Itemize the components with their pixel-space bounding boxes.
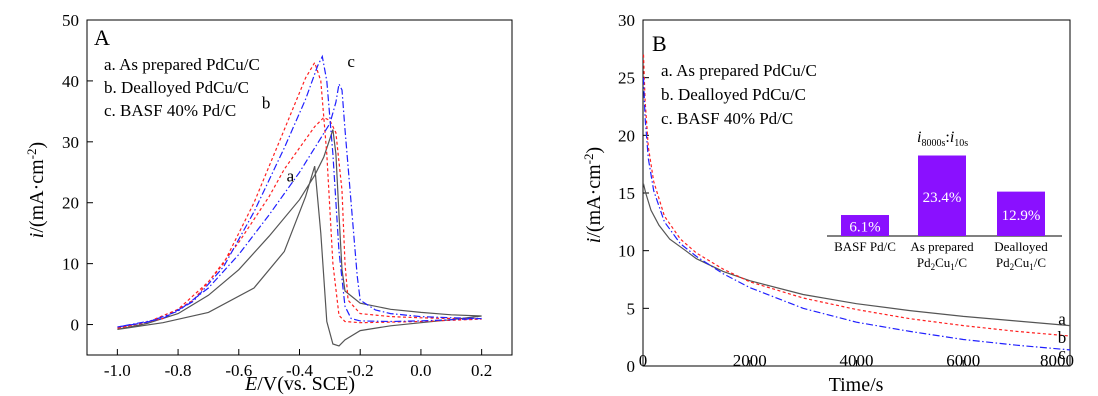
panel-a-x-tick-label-5: 0.0 [410,361,431,380]
panel-b-legend-entry-2: c. BASF 40% Pd/C [661,109,793,128]
panel-b-y-tick-label-5: 25 [618,69,635,88]
panel-b-ticks: 0 2000 4000 6000 8000 0 5 10 15 20 25 30 [618,11,1074,376]
panel-a-x-tick-label-6: 0.2 [471,361,492,380]
panel-b-series-a [642,183,1071,327]
panel-a-x-tick-label-4: -0.2 [347,361,374,380]
inset-title-part-3: i [950,129,954,146]
panel-b-y-tick-label-2: 10 [618,242,635,261]
inset-bar-2 [997,191,1045,236]
inset-formula-part-1-2: Cu [935,255,951,270]
panel-a-label: A [94,25,110,50]
panel-b-curve-labels: abc [1058,309,1067,363]
panel-a-curve-label-a: a [287,166,295,185]
inset-formula-part-2-2: Cu [1014,255,1030,270]
inset-bar-1 [918,155,966,236]
panel-b: 0 2000 4000 6000 8000 0 5 10 15 20 25 30 B a. As pr… [581,11,1075,396]
panel-b-legend-entry-1: b. Dealloyed PdCu/C [661,85,806,104]
inset-bar-chart: 6.1%BASF Pd/C23.4%As preparedPd2Cu1/C12.… [827,129,1062,272]
panel-b-legend: a. As prepared PdCu/C b. Dealloyed PdCu/C… [661,61,817,128]
panel-b-series-b [642,54,1071,337]
panel-a-series-c [117,54,482,328]
panel-b-y-tick-label-6: 30 [618,11,635,30]
panel-a-y-tick-label-4: 40 [62,72,79,91]
panel-a-x-tick-label-0: -1.0 [104,361,131,380]
panel-a-x-tick-label-1: -0.8 [165,361,192,380]
inset-bar-0 [841,215,889,236]
inset-title: i8000s:i10s [917,129,968,149]
panel-a-y-tick-label-5: 50 [62,11,79,30]
panel-a-curve-label-c: c [347,52,355,71]
panel-a-legend-entry-0: a. As prepared PdCu/C [104,55,260,74]
inset-formula-part-2-0: Pd [996,255,1010,270]
panel-b-curve-label-a: a [1058,309,1066,328]
panel-a-series-a [117,129,482,347]
panel-a-x-tick-label-2: -0.6 [225,361,252,380]
panel-b-curves [642,54,1071,351]
panel-a-y-tick-label-2: 20 [62,194,79,213]
panel-a-curve-label-b: b [262,93,271,112]
panel-b-x-tick-label-0: 0 [639,351,648,370]
inset-title-part-2: : [945,129,949,146]
inset-formula-part-2-4: /C [1034,255,1046,270]
inset-bar-value-1: 23.4% [923,190,962,206]
panel-a-x-tick-label-3: -0.4 [286,361,313,380]
inset-formula-part-1-3: 1 [950,262,955,272]
panel-a-ticks: -1.0 -0.8 -0.6 -0.4 -0.2 0.0 0.2 0 10 20 30 40 50 [62,11,492,380]
panel-b-curve-label-b: b [1058,328,1067,347]
inset-title-part-1: 8000s [921,138,945,149]
panel-b-x-tick-label-4: 8000 [1040,351,1074,370]
inset-bar-value-2: 12.9% [1002,208,1041,224]
panel-a-legend-entry-2: c. BASF 40% Pd/C [104,101,236,120]
panel-a-y-tick-label-1: 10 [62,255,79,274]
inset-title-part-4: 10s [954,138,968,149]
panel-a-series-b [117,61,482,329]
panel-a-y-tick-label-3: 30 [62,133,79,152]
panel-b-y-tick-label-3: 15 [618,184,635,203]
inset-title-part-0: i [917,129,921,146]
inset-category-formula-1: Pd2Cu1/C [917,255,967,272]
panel-a-y-axis-title: i/(mA·cm-2) [24,142,49,238]
inset-category-label-2: Dealloyed [994,239,1048,254]
panel-b-y-tick-label-1: 5 [627,299,636,318]
panel-b-x-tick-label-2: 4000 [840,351,874,370]
panel-b-x-axis-title: Time/s [829,374,884,396]
inset-category-formula-2: Pd2Cu1/C [996,255,1046,272]
inset-bar-value-0: 6.1% [849,220,880,236]
panel-b-x-tick-label-3: 6000 [946,351,980,370]
panel-b-y-axis-title: i/(mA·cm-2) [581,147,606,243]
inset-formula-part-1-0: Pd [917,255,931,270]
panel-b-y-tick-label-4: 20 [618,126,635,145]
panel-a-y-tick-label-0: 0 [71,316,80,335]
panel-b-x-tick-label-1: 2000 [733,351,767,370]
panel-a-x-axis-title: E/V(vs. SCE) [244,373,355,395]
panel-a-legend: a. As prepared PdCu/C b. Dealloyed PdCu/C… [104,55,260,120]
panel-b-y-tick-label-0: 0 [627,357,636,376]
inset-formula-part-1-1: 2 [931,262,936,272]
inset-formula-part-2-1: 2 [1010,262,1015,272]
panel-a-curves [117,54,482,347]
inset-category-label-1: As prepared [910,239,974,254]
inset-formula-part-1-4: /C [955,255,967,270]
panel-b-series-c [642,77,1071,351]
inset-category-label-0: BASF Pd/C [834,239,896,254]
panel-a-curve-labels: a b c [262,52,355,186]
panel-a-legend-entry-1: b. Dealloyed PdCu/C [104,78,249,97]
inset-formula-part-2-3: 1 [1029,262,1034,272]
panel-b-curve-label-c: c [1058,344,1066,363]
panel-b-label: B [652,31,667,56]
panel-b-legend-entry-0: a. As prepared PdCu/C [661,61,817,80]
